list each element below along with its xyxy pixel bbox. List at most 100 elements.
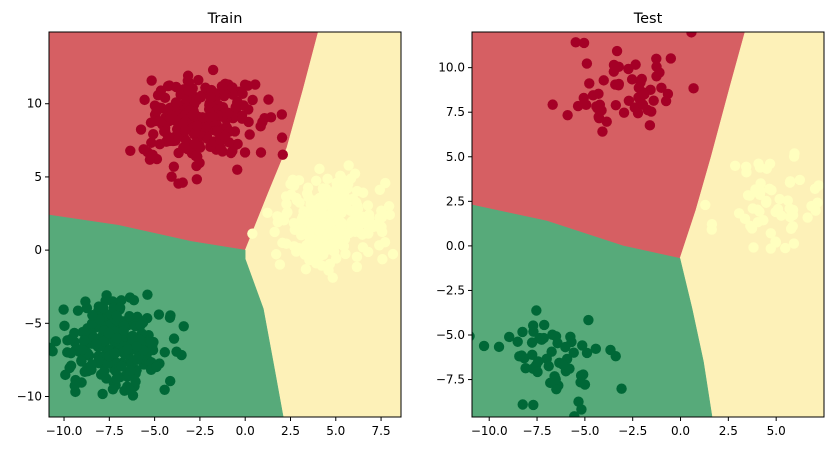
x-tick-label: −10.0 [46,424,83,438]
x-tick-label: 2.5 [719,424,738,438]
point-red [656,82,667,94]
point-red [145,117,157,128]
point-red [125,145,136,156]
y-tick-label: −5 [24,316,42,330]
point-green [50,336,62,347]
point-red [562,109,573,121]
point-red [263,94,274,105]
point-red [205,92,217,103]
point-green [131,354,143,365]
point-red [170,81,182,93]
point-green [517,326,528,338]
point-green [62,335,73,346]
point-yellow [794,174,806,186]
point-yellow [281,198,292,210]
point-yellow [352,208,363,219]
point-yellow [327,272,338,283]
x-tick-label: 0.0 [671,424,690,438]
point-yellow [784,177,796,188]
point-green [114,302,126,314]
y-tick-label: 5.0 [446,150,465,164]
point-red [581,58,593,69]
point-red [164,114,175,125]
point-red [686,32,697,38]
point-green [145,337,156,348]
point-green [65,347,77,359]
point-red [637,99,649,110]
point-yellow [304,229,315,240]
point-green [151,361,162,373]
point-red [596,105,607,116]
point-green [90,338,102,350]
y-tick-label: −10 [17,390,42,404]
point-green [577,340,588,351]
point-red [277,149,288,160]
point-yellow [314,163,325,175]
point-green [142,289,153,300]
point-green [72,305,84,316]
point-yellow [322,173,333,185]
x-tick-label: −7.5 [95,424,124,438]
point-yellow [362,246,374,258]
y-tick-label: 10.0 [438,61,465,75]
point-yellow [788,238,800,249]
point-green [472,331,475,341]
y-tick-label: 0.0 [446,239,465,253]
point-red [570,37,581,48]
point-yellow [789,148,800,159]
point-green [98,302,109,314]
point-green [86,359,98,370]
point-green [478,340,490,352]
point-yellow [320,183,332,194]
point-green [107,384,119,395]
point-yellow [296,223,307,235]
point-yellow [810,205,821,216]
point-yellow [374,240,385,251]
point-yellow [351,261,363,273]
point-green [77,344,88,355]
point-yellow [281,208,292,219]
point-green [109,348,121,359]
plot-area [49,32,401,417]
point-yellow [755,186,766,197]
point-green [616,383,627,394]
point-red [259,112,270,124]
x-tick-label: −10.0 [471,424,508,438]
point-green [557,359,568,370]
point-green [512,336,523,347]
point-yellow [329,202,340,213]
point-red [159,126,170,137]
x-tick-label: −5.0 [570,424,599,438]
x-tick-label: −2.5 [185,424,214,438]
point-green [164,312,176,323]
point-yellow [337,173,348,185]
point-green [128,295,140,306]
point-yellow [706,224,717,235]
point-yellow [766,185,777,196]
x-tick-label: 5.0 [767,424,786,438]
y-tick-label: −2.5 [436,283,465,297]
test-title: Test [633,11,663,27]
point-red [644,120,656,131]
point-red [635,77,646,88]
point-green [87,309,98,321]
point-yellow [782,195,793,206]
point-green [550,331,562,342]
point-red [578,92,589,104]
point-red [578,37,590,49]
point-yellow [300,263,312,275]
point-red [613,80,624,91]
point-red [610,99,622,111]
point-red [207,64,219,76]
point-green [543,360,554,372]
point-red [219,131,231,142]
point-red [227,82,238,93]
point-green [159,384,170,395]
point-green [168,333,180,344]
point-red [242,80,254,91]
point-red [247,94,258,106]
point-green [159,347,170,358]
point-green [103,327,114,339]
point-green [135,320,146,331]
point-red [197,112,208,123]
